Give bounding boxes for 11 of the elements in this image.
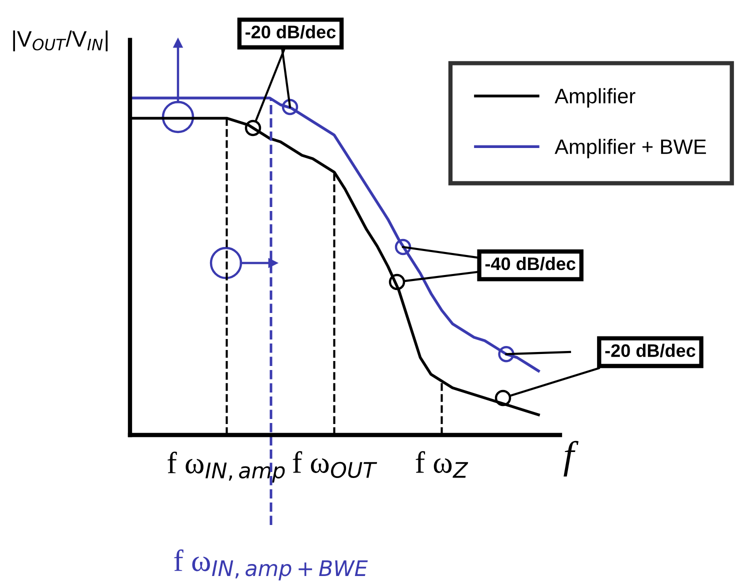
x-axis-title: f: [564, 440, 578, 477]
legend-label: Amplifier: [554, 88, 636, 108]
x-tick-label: f ω$_{IN,amp}$: [168, 452, 285, 483]
legend-label: Amplifier + BWE: [554, 138, 706, 158]
y-axis-title: |V$_{OUT}$/V$_{IN}$|: [13, 30, 108, 52]
text: -20 dB/dec: [605, 344, 696, 358]
text: -20 dB/dec: [246, 25, 336, 39]
x-tick-label: f ω$_{OUT}$: [292, 451, 378, 478]
text: f ω$_{IN,amp+BWE}$: [174, 549, 368, 580]
annotation: -40 dB/dec: [485, 256, 576, 270]
x-tick-label: f ω$_{Z}$: [416, 451, 468, 478]
